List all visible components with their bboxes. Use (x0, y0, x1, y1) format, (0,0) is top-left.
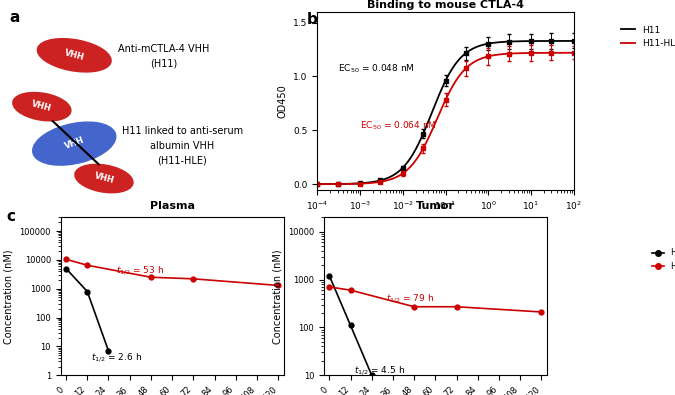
Legend: H11, H11-HLE: H11, H11-HLE (618, 22, 675, 52)
Legend: H11 (30 mg/kg, i.v.), H11-HLE (30 mg/kg, i.v.): H11 (30 mg/kg, i.v.), H11-HLE (30 mg/kg,… (648, 245, 675, 274)
Y-axis label: Concentration (nM): Concentration (nM) (4, 249, 14, 344)
Text: EC$_{50}$ = 0.064 nM: EC$_{50}$ = 0.064 nM (360, 119, 437, 132)
Text: $t_{1/2}$ = 79 h: $t_{1/2}$ = 79 h (386, 293, 434, 305)
Text: (H11-HLE): (H11-HLE) (157, 155, 207, 165)
Text: albumin VHH: albumin VHH (150, 141, 215, 150)
Text: VHH: VHH (93, 171, 115, 186)
Ellipse shape (13, 92, 71, 121)
Title: Plasma: Plasma (150, 201, 194, 211)
Y-axis label: OD450: OD450 (277, 84, 288, 118)
Text: a: a (9, 10, 20, 25)
Text: b: b (307, 12, 318, 27)
Text: VHH: VHH (63, 48, 85, 62)
Y-axis label: Concentration (nM): Concentration (nM) (273, 249, 282, 344)
X-axis label: Concentration of drugs (nM): Concentration of drugs (nM) (377, 217, 514, 227)
Text: H11 linked to anti-serum: H11 linked to anti-serum (122, 126, 243, 136)
Title: Binding to mouse CTLA-4: Binding to mouse CTLA-4 (367, 0, 524, 10)
Text: (H11): (H11) (150, 58, 177, 68)
Text: EC$_{50}$ = 0.048 nM: EC$_{50}$ = 0.048 nM (338, 62, 414, 75)
Text: $t_{1/2}$ = 53 h: $t_{1/2}$ = 53 h (115, 264, 164, 277)
Text: Anti-mCTLA-4 VHH: Anti-mCTLA-4 VHH (117, 44, 209, 54)
Text: $t_{1/2}$ = 4.5 h: $t_{1/2}$ = 4.5 h (354, 365, 405, 377)
Text: VHH: VHH (31, 100, 53, 114)
Ellipse shape (37, 39, 111, 72)
Text: c: c (7, 209, 16, 224)
Text: VHH: VHH (63, 136, 85, 151)
Title: Tumor: Tumor (416, 201, 455, 211)
Ellipse shape (32, 122, 116, 165)
Text: $t_{1/2}$ = 2.6 h: $t_{1/2}$ = 2.6 h (91, 351, 142, 363)
Ellipse shape (75, 164, 133, 193)
